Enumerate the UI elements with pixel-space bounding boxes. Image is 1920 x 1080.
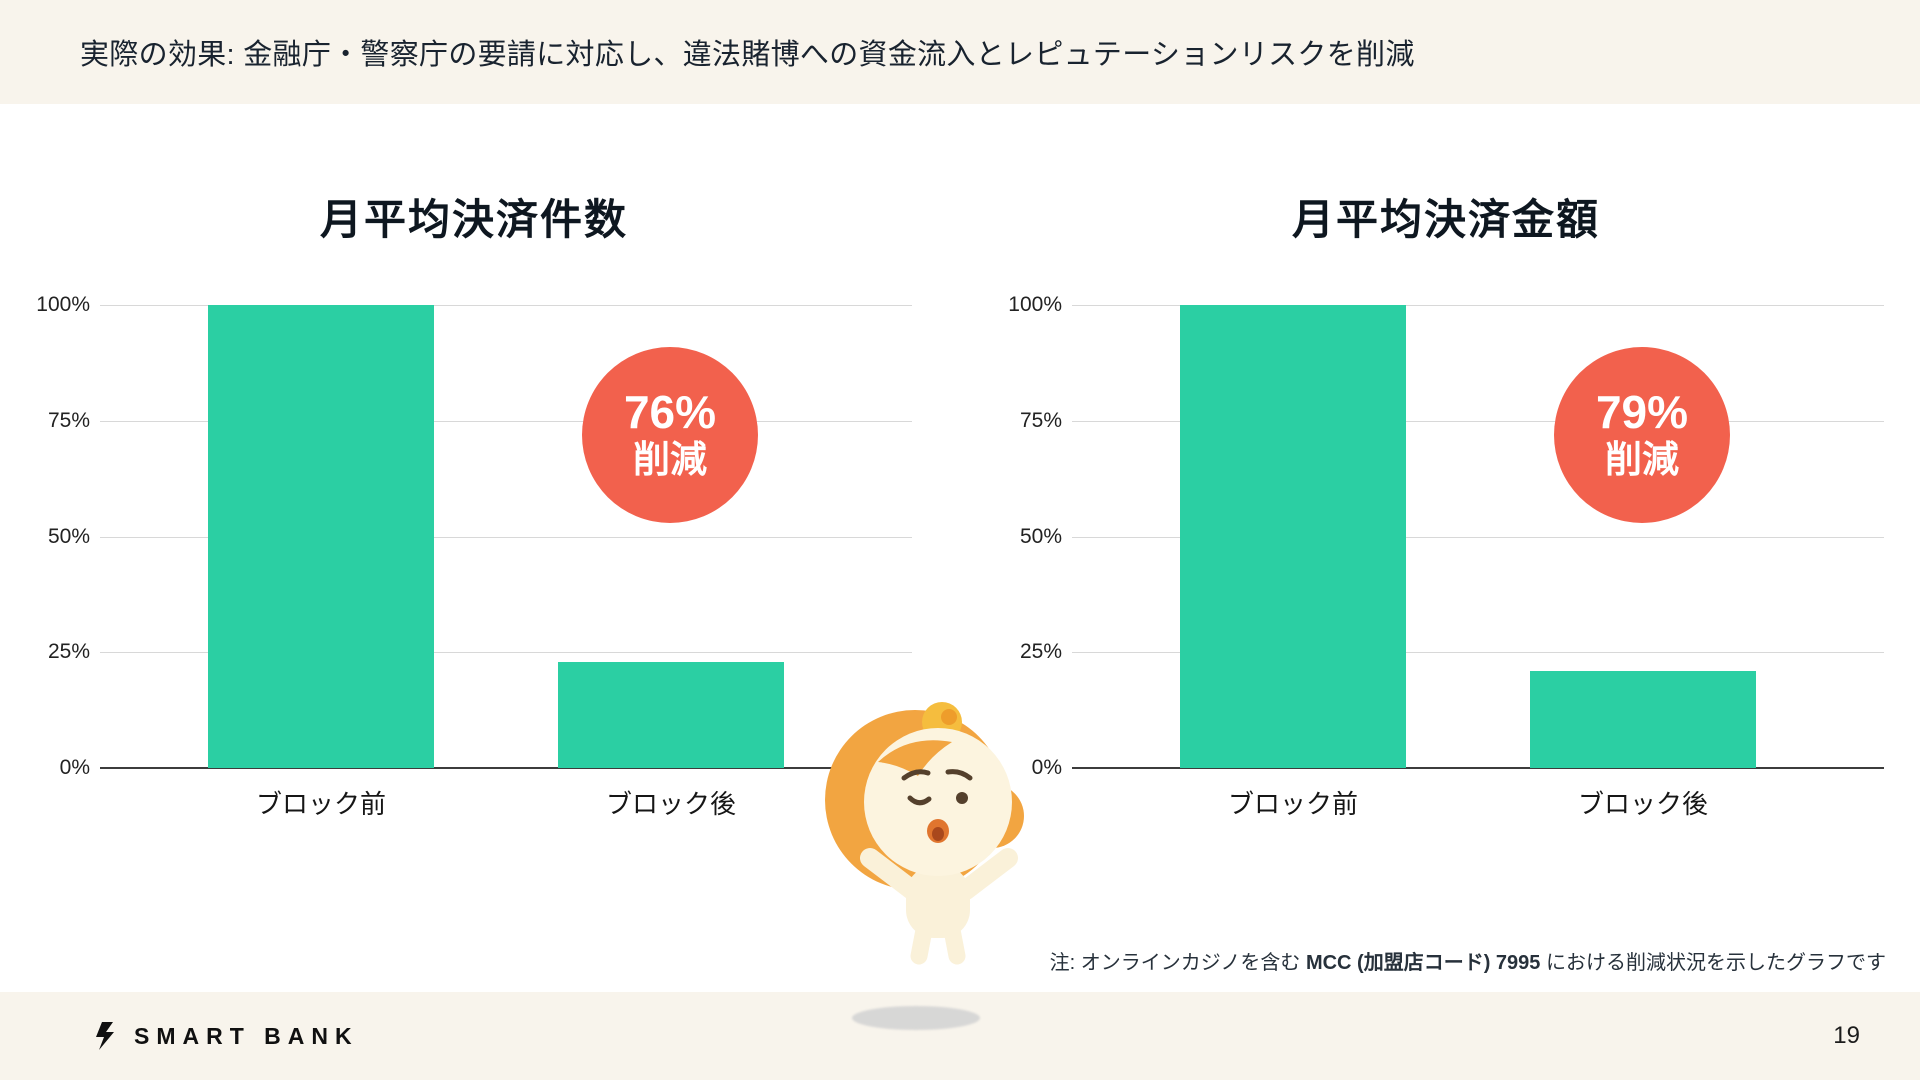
mascot-body: [906, 866, 970, 938]
gridline: [100, 652, 912, 654]
mascot-eyebrow-left: [901, 769, 931, 781]
mascot-mouth-inner: [932, 827, 944, 841]
y-tick-label: 100%: [36, 293, 90, 316]
slide-title: 実際の効果: 金融庁・警察庁の要請に対応し、違法賭博への資金流入とレピュテーショ…: [80, 39, 1415, 71]
mascot-arm-right: [956, 848, 1018, 900]
footnote-suffix: における削減状況を示したグラフです: [1540, 952, 1886, 974]
y-tick-label: 25%: [47, 640, 90, 664]
chart-monthly-payment-count: 月平均決済件数 100% 75% 50% 25% 0% 76% 削減: [36, 190, 912, 820]
y-tick-label: 75%: [47, 408, 90, 432]
mascot-open-eye: [956, 792, 968, 804]
x-axis-labels: ブロック前 ブロック後: [100, 768, 912, 820]
footer-bar: SMART BANK 19: [0, 992, 1920, 1080]
footnote-prefix: 注: オンラインカジノを含む: [1049, 952, 1306, 974]
smartbank-logo-text: SMART BANK: [134, 1022, 359, 1049]
mascot-shadow: [852, 1006, 980, 1030]
gridline: [100, 536, 912, 538]
gridline: [1072, 305, 1884, 306]
plot-row: 100% 75% 50% 25% 0% 76% 削減: [36, 293, 912, 779]
plot-area: 76% 削減: [100, 305, 912, 769]
mascot-wink-eye: [907, 795, 932, 806]
mascot-fringe: [878, 740, 952, 776]
bar-before-block: [208, 305, 434, 768]
y-tick-label: 100%: [1008, 293, 1062, 316]
mascot-icon: [825, 702, 1024, 965]
header-bar: 実際の効果: 金融庁・警察庁の要請に対応し、違法賭博への資金流入とレピュテーショ…: [0, 0, 1920, 104]
mascot-arm-left: [860, 848, 922, 900]
reduction-label: 削減: [633, 439, 707, 481]
x-category-label: ブロック前: [1227, 789, 1359, 819]
chart-title: 月平均決済件数: [319, 196, 628, 243]
x-axis-line: [1072, 767, 1884, 769]
x-axis-line: [100, 767, 912, 769]
y-tick-label: 25%: [1019, 640, 1062, 664]
reduction-badge: 76% 削減: [582, 347, 758, 523]
footnote: 注: オンラインカジノを含む MCC (加盟店コード) 7995 における削減状…: [1050, 946, 1886, 975]
y-axis-labels: 100% 75% 50% 25% 0%: [36, 293, 100, 779]
reduction-percent: 76%: [623, 385, 717, 438]
gridline: [100, 305, 912, 306]
y-tick-label: 75%: [1019, 408, 1062, 432]
plot-area: 79% 削減: [1072, 305, 1884, 769]
mascot-eyebrow-right: [945, 769, 973, 781]
x-axis-labels: ブロック前 ブロック後: [1072, 768, 1884, 820]
y-tick-label: 50%: [1019, 524, 1062, 548]
gridline: [100, 420, 912, 422]
smartbank-logo: SMART BANK: [92, 1021, 359, 1051]
bar-after-block: [1530, 670, 1756, 768]
reduction-label: 削減: [1605, 439, 1679, 481]
x-category-label: ブロック後: [1577, 789, 1709, 819]
reduction-percent: 79%: [1595, 385, 1689, 438]
bar-after-block: [558, 661, 784, 768]
chart-monthly-payment-amount: 月平均決済金額 100% 75% 50% 25% 0% 79% 削減: [1008, 190, 1884, 820]
x-category-label: ブロック前: [255, 789, 387, 819]
mascot-curl-inner: [941, 709, 957, 725]
plot-row: 100% 75% 50% 25% 0% 79% 削減: [1008, 293, 1884, 779]
x-category-label: ブロック後: [605, 789, 737, 819]
y-tick-label: 0%: [1031, 756, 1062, 779]
y-tick-label: 50%: [47, 524, 90, 548]
chart-title: 月平均決済金額: [1291, 196, 1600, 243]
page-number: 19: [1833, 1022, 1860, 1049]
footnote-bold: MCC (加盟店コード) 7995: [1305, 952, 1541, 974]
smartbank-logo-mark-icon: [96, 1022, 114, 1050]
y-tick-label: 0%: [59, 756, 90, 779]
reduction-badge: 79% 削減: [1554, 347, 1730, 523]
y-axis-labels: 100% 75% 50% 25% 0%: [1008, 293, 1072, 779]
bar-before-block: [1180, 305, 1406, 768]
gridline: [1072, 420, 1884, 422]
gridline: [1072, 652, 1884, 654]
gridline: [1072, 536, 1884, 538]
